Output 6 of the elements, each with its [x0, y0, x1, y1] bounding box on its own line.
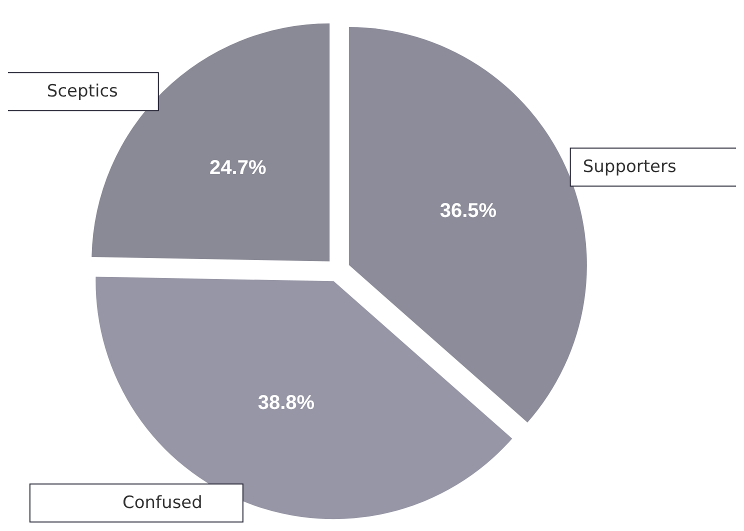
slice-label: Sceptics — [46, 82, 118, 102]
slice-label: Supporters — [582, 157, 676, 178]
data-label: 24.7% — [210, 157, 266, 180]
data-label: 36.5% — [440, 200, 497, 222]
data-label: 38.8% — [258, 392, 315, 414]
slice-label: Confused — [122, 493, 202, 514]
